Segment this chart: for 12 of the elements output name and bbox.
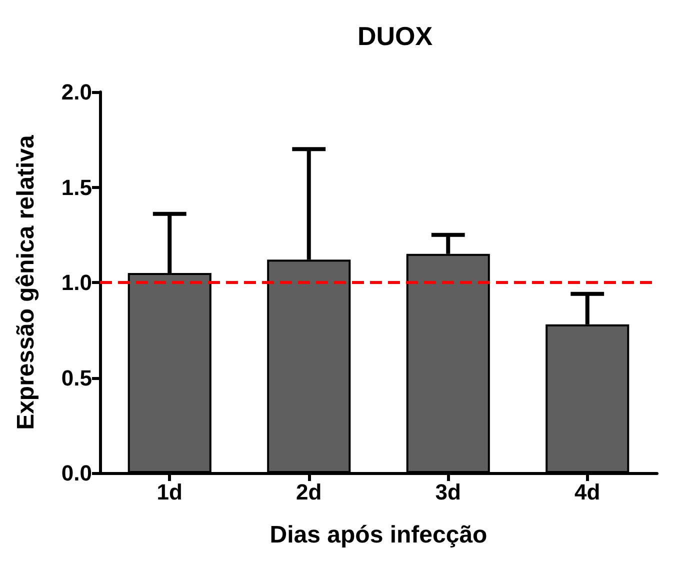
x-tick-label: 4d — [574, 480, 600, 504]
x-tick-label: 2d — [296, 480, 322, 504]
y-tick-label: 0.5 — [61, 365, 92, 390]
x-tick-label: 3d — [435, 480, 461, 504]
chart-title: DUOX — [357, 21, 434, 51]
y-tick-label: 1.0 — [61, 270, 92, 295]
y-tick-label: 0.0 — [61, 460, 92, 486]
y-tick-label: 1.5 — [61, 174, 92, 200]
x-tick-label: 1d — [156, 480, 182, 504]
y-tick-label: 2.0 — [61, 80, 92, 104]
x-axis-title: Dias após infecção — [270, 522, 488, 548]
y-axis-title: Expressão gênica relativa — [12, 134, 40, 430]
